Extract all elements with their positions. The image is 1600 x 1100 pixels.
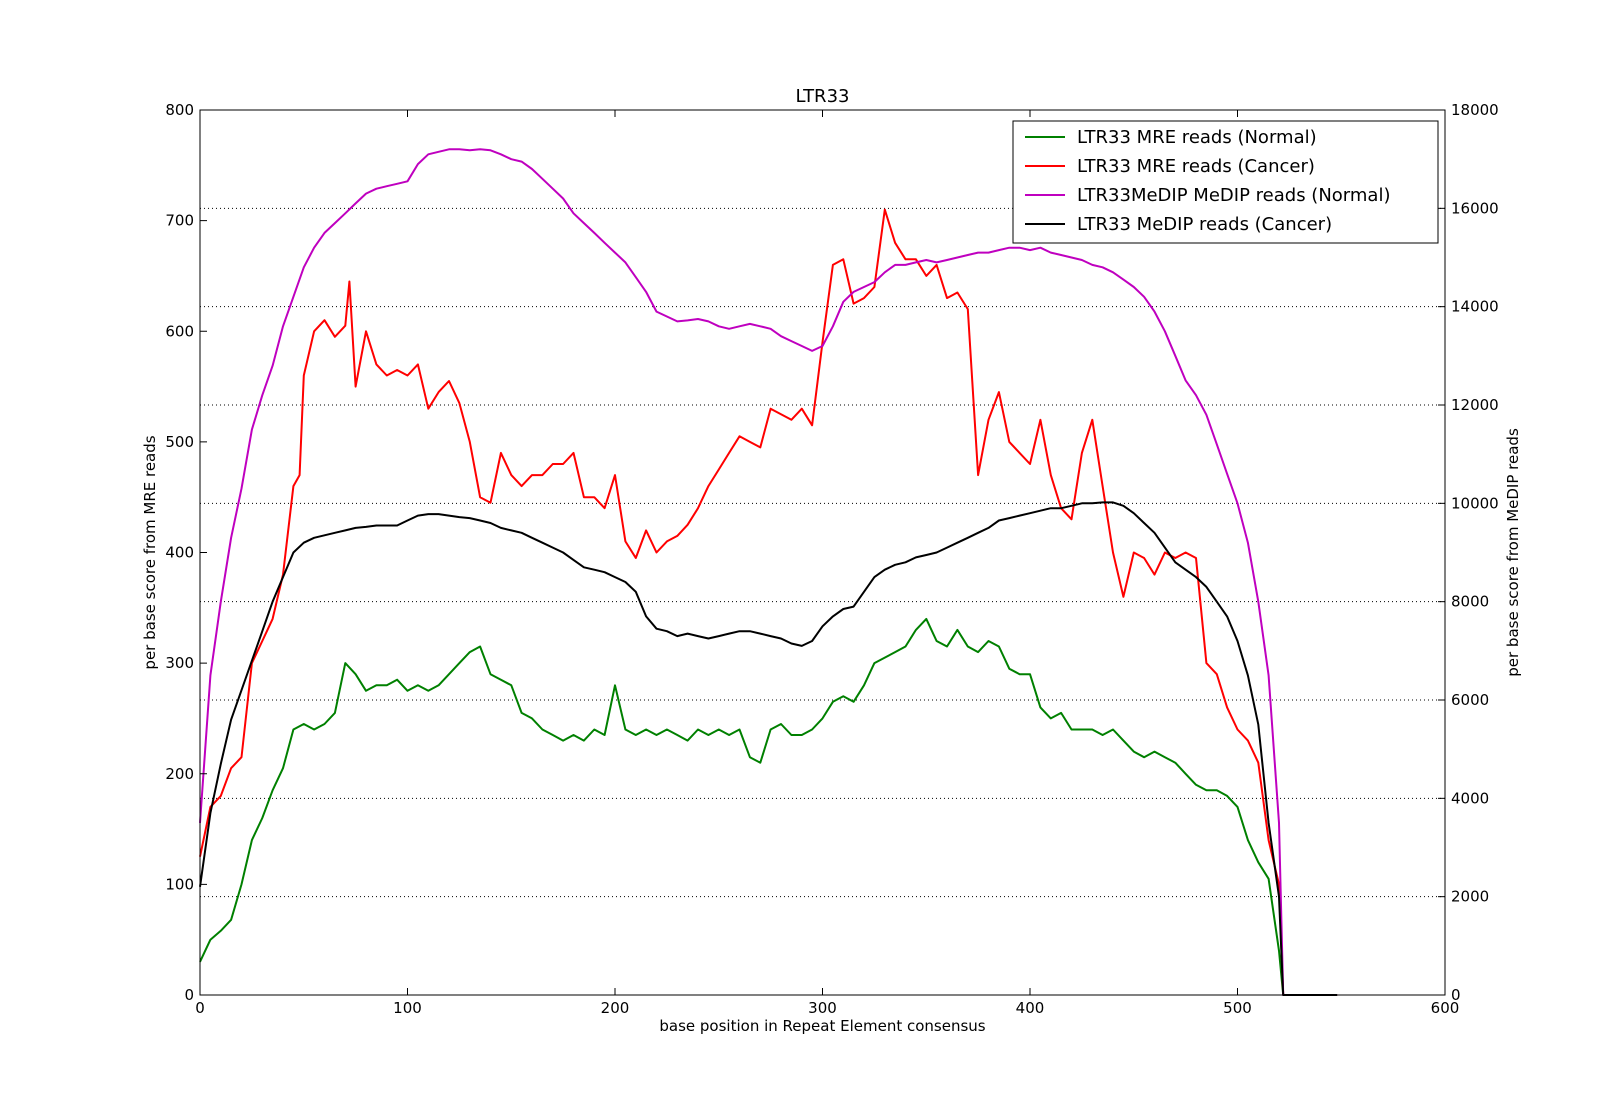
left-y-tick-label: 300: [165, 654, 194, 672]
left-y-tick-label: 0: [184, 986, 194, 1004]
right-y-axis-title: per base score from MeDIP reads: [1504, 428, 1522, 677]
x-tick-label: 200: [601, 999, 630, 1017]
series-line-4: [199, 501, 1338, 996]
chart-title: LTR33: [796, 86, 850, 107]
x-axis-title: base position in Repeat Element consensu…: [659, 1017, 985, 1035]
x-tick-label: 400: [1016, 999, 1045, 1017]
plot-lines: [199, 148, 1338, 996]
left-y-axis-title: per base score from MRE reads: [141, 435, 159, 669]
right-y-tick-label: 6000: [1451, 691, 1489, 709]
left-y-tick-label: 700: [165, 212, 194, 230]
series-line-2: [199, 208, 1338, 996]
legend-label: LTR33 MRE reads (Normal): [1077, 127, 1317, 148]
legend-label: LTR33 MRE reads (Cancer): [1077, 156, 1315, 177]
right-y-tick-label: 14000: [1451, 298, 1499, 316]
left-y-tick-label: 600: [165, 322, 194, 340]
right-y-tick-label: 10000: [1451, 494, 1499, 512]
left-y-tick-label: 500: [165, 433, 194, 451]
right-y-tick-label: 8000: [1451, 593, 1489, 611]
right-y-tick-label: 2000: [1451, 888, 1489, 906]
right-y-tick-label: 12000: [1451, 396, 1499, 414]
x-tick-label: 300: [808, 999, 837, 1017]
x-tick-label: 0: [195, 999, 205, 1017]
legend-label: LTR33 MeDIP reads (Cancer): [1077, 214, 1332, 235]
left-y-tick-label: 800: [165, 101, 194, 119]
ticks: 0 100 200 300 400 500 600010020030040050060070…: [165, 101, 1498, 1017]
right-y-tick-label: 0: [1451, 986, 1461, 1004]
series-line-3: [199, 148, 1338, 996]
x-tick-label: 600: [1431, 999, 1460, 1017]
right-y-tick-label: 4000: [1451, 789, 1489, 807]
x-tick-label: 100: [393, 999, 422, 1017]
legend-label: LTR33MeDIP MeDIP reads (Normal): [1077, 185, 1390, 206]
right-y-tick-label: 18000: [1451, 101, 1499, 119]
left-y-tick-label: 400: [165, 544, 194, 562]
right-y-tick-label: 16000: [1451, 199, 1499, 217]
legend: LTR33 MRE reads (Normal) LTR33 MRE reads …: [1012, 120, 1439, 244]
left-y-tick-label: 100: [165, 875, 194, 893]
legend-box: [1012, 120, 1439, 244]
series-line-1: [199, 617, 1338, 996]
left-y-tick-label: 200: [165, 765, 194, 783]
x-tick-label: 500: [1223, 999, 1252, 1017]
